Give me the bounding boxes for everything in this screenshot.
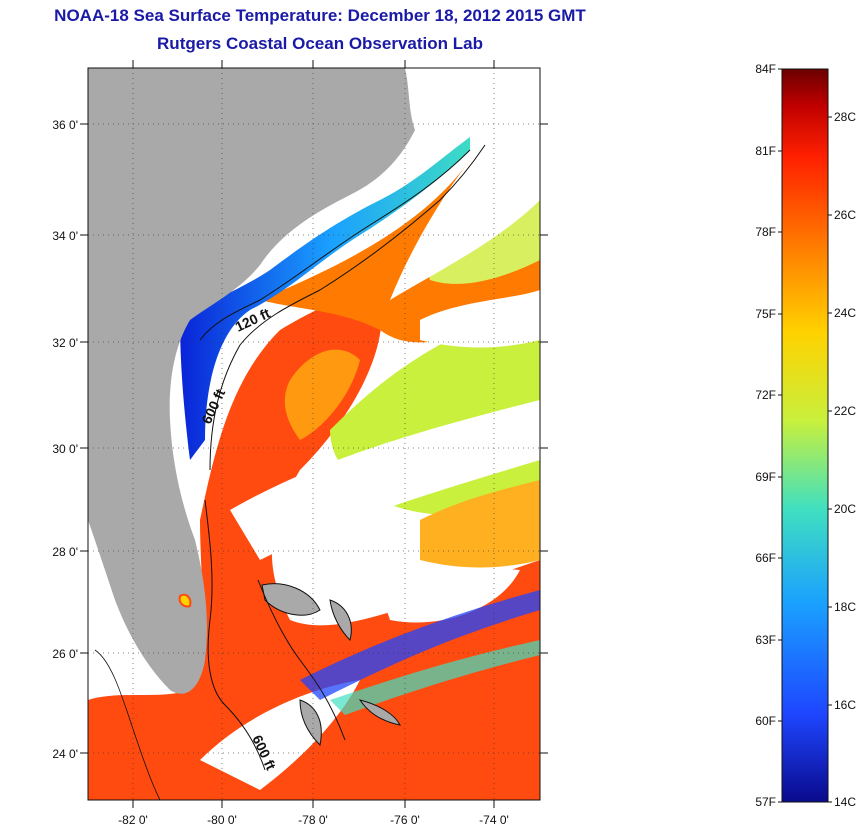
lon-label-74: -74 0' <box>479 813 509 827</box>
colorbar-label-16c: 16C <box>834 698 856 712</box>
lat-label-26: 26 0' <box>52 647 78 661</box>
plot-frame <box>87 67 541 801</box>
cold-streaks <box>300 590 540 700</box>
axis-ticks <box>80 60 548 808</box>
lat-label-28: 28 0' <box>52 545 78 559</box>
lat-label-34: 34 0' <box>52 229 78 243</box>
lat-label-36: 36 0' <box>52 118 78 132</box>
colorbar-label-84f: 84F <box>755 62 776 76</box>
graticule <box>88 68 540 800</box>
lon-label-80: -80 0' <box>207 813 237 827</box>
colorbar-label-14c: 14C <box>834 795 856 809</box>
island-bahamas-1 <box>261 583 321 616</box>
island-bahamas-4 <box>358 699 401 726</box>
colorbar-label-28c: 28C <box>834 110 856 124</box>
colorbar-label-75f: 75F <box>755 307 776 321</box>
colorbar-label-69f: 69F <box>755 470 776 484</box>
cloud-mask-north <box>390 70 540 300</box>
cloud-mask-band <box>230 400 540 560</box>
island-bahamas-3 <box>299 699 322 747</box>
lon-label-78: -78 0' <box>298 813 328 827</box>
lat-label-30: 30 0' <box>52 442 78 456</box>
land-mass <box>88 68 415 694</box>
colorbar-label-78f: 78F <box>755 225 776 239</box>
island-bahamas-2 <box>329 599 352 641</box>
lat-label-24: 24 0' <box>52 747 78 761</box>
colorbar: 84F 81F 78F 75F 72F 69F 66F 63F 60F 57F … <box>755 62 856 809</box>
colorbar-label-20c: 20C <box>834 502 856 516</box>
lon-label-82: -82 0' <box>118 813 148 827</box>
contour-600ft <box>209 144 486 471</box>
colorbar-gradient <box>781 68 829 803</box>
colorbar-label-22c: 22C <box>834 404 856 418</box>
map-title: NOAA-18 Sea Surface Temperature: Decembe… <box>54 6 586 25</box>
map-subtitle: Rutgers Coastal Ocean Observation Lab <box>157 34 483 53</box>
cloud-mask-south <box>200 680 360 790</box>
colorbar-label-26c: 26C <box>834 208 856 222</box>
colorbar-label-57f: 57F <box>755 795 776 809</box>
colorbar-label-24c: 24C <box>834 306 856 320</box>
lat-label-32: 32 0' <box>52 336 78 350</box>
colorbar-label-63f: 63F <box>755 633 776 647</box>
sst-plot-area <box>88 68 540 800</box>
colorbar-label-66f: 66F <box>755 551 776 565</box>
lon-label-76: -76 0' <box>390 813 420 827</box>
colorbar-label-72f: 72F <box>755 388 776 402</box>
colorbar-label-60f: 60F <box>755 714 776 728</box>
contour-120ft <box>199 149 471 341</box>
colorbar-label-18c: 18C <box>834 600 856 614</box>
colorbar-label-81f: 81F <box>755 144 776 158</box>
cold-coastal-band <box>180 130 480 460</box>
